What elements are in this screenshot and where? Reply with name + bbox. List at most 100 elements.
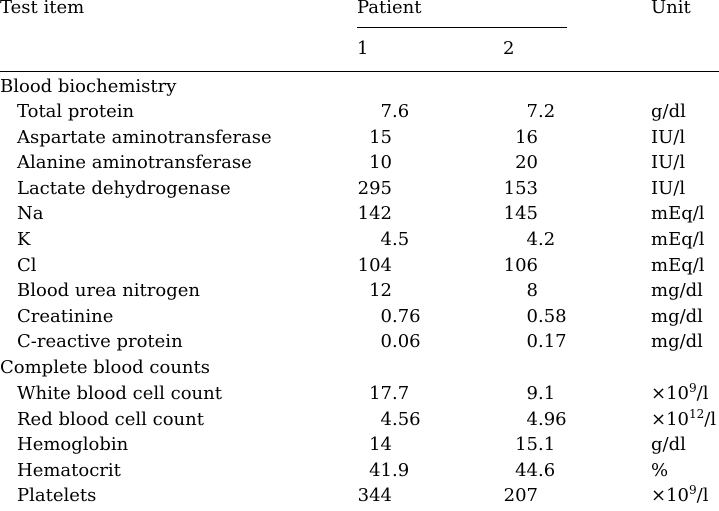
table-row-patient-1-int: 7 [380, 101, 392, 122]
table-row-patient-1: 4.5 [0, 229, 719, 251]
table-row-patient-1-int: 4 [380, 229, 392, 250]
table-row-patient-2: 4.2 [0, 229, 719, 251]
unit-suffix: /l [696, 485, 709, 506]
table-row-unit: g/dl [651, 101, 686, 122]
table-row-patient-2-int: 15 [515, 434, 538, 455]
table-row-patient-2-int: 0 [526, 331, 538, 352]
table-row-patient-1: 12 [0, 280, 719, 302]
table-row-unit: IU/l [651, 127, 686, 148]
table-row-patient-2-frac: .2 [538, 101, 556, 122]
table-row-patient-1: 344 [0, 485, 719, 507]
table-row-patient-1: 7.6 [0, 101, 719, 123]
table-row-patient-1: 0.76 [0, 306, 719, 328]
table-row-patient-2-int: 4 [526, 409, 538, 430]
table-row-patient-1-frac: .76 [392, 306, 421, 327]
table-row-patient-2: 20 [0, 152, 719, 174]
header-patient-2: 2 [503, 38, 515, 59]
unit-prefix: ×10 [651, 485, 689, 506]
section-title-blood-counts: Complete blood counts [0, 357, 210, 378]
table-row-patient-2-frac: .1 [538, 383, 556, 404]
table-row-item: Lactate dehydrogenase [17, 178, 231, 199]
unit-prefix: ×10 [651, 409, 689, 430]
table-row-patient-1: 14 [0, 434, 719, 456]
table-row-unit: % [651, 460, 669, 481]
table-row-item: Na [17, 203, 44, 224]
table-row-item: C-reactive protein [17, 331, 183, 352]
table-row-patient-1-frac: .5 [392, 229, 410, 250]
table-row-patient-1: 15 [0, 127, 719, 149]
table-row-item: Creatinine [17, 306, 114, 327]
table-row-item: Alanine aminotransferase [17, 152, 252, 173]
table-row-patient-1-int: 17 [369, 383, 392, 404]
table-row-unit: ×109/l [651, 381, 708, 405]
table-row-item: White blood cell count [17, 383, 222, 404]
table-row-patient-2-int: 20 [515, 152, 538, 173]
table-row-patient-2: 44.6 [0, 460, 719, 482]
table-row-item: Platelets [17, 485, 97, 506]
table-row-unit: mEq/l [651, 255, 705, 276]
table-row-patient-1-frac: .9 [392, 460, 410, 481]
unit-suffix: /l [704, 409, 717, 430]
table-row-unit: ×109/l [651, 484, 709, 507]
table-row-patient-2-int: 7 [526, 101, 538, 122]
table-row-patient-1-int: 4 [380, 409, 392, 430]
table-row-patient-1-int: 142 [357, 203, 392, 224]
table-row-patient-2-int: 4 [526, 229, 538, 250]
table-row-patient-1: 104 [0, 255, 719, 277]
table-row-patient-2: 153 [0, 178, 719, 200]
table-row-patient-2: 106 [0, 255, 719, 277]
table-row-unit: mg/dl [651, 331, 703, 352]
table-row-patient-1: 41.9 [0, 460, 719, 482]
table-row-item: Cl [17, 255, 37, 276]
table-row-patient-1: 10 [0, 152, 719, 174]
table-row-item: Blood urea nitrogen [17, 280, 200, 301]
table-row-patient-1: 0.06 [0, 331, 719, 353]
table-row-patient-2: 7.2 [0, 101, 719, 123]
table-row-patient-2: 8 [0, 280, 719, 302]
table-row-patient-2-frac: .2 [538, 229, 556, 250]
table-row-unit: IU/l [651, 152, 686, 173]
unit-exponent: 12 [689, 407, 705, 421]
table-row-unit: IU/l [651, 178, 686, 199]
table-row-patient-1-int: 104 [357, 255, 392, 276]
table-row-patient-2-frac: .1 [538, 434, 556, 455]
table-row-patient-2-int: 16 [515, 127, 538, 148]
table-row-patient-1-int: 295 [357, 178, 392, 199]
table-row-patient-1-int: 12 [369, 280, 392, 301]
table-row-item: Red blood cell count [17, 409, 204, 430]
table-row-patient-2-int: 153 [503, 178, 538, 199]
table-row-patient-1-int: 10 [369, 152, 392, 173]
table-row-unit: mEq/l [651, 203, 705, 224]
table-row-patient-2: 145 [0, 203, 719, 225]
table-row-patient-2-int: 207 [503, 485, 538, 506]
table-row-patient-2: 0.58 [0, 306, 719, 328]
table-row-patient-1-frac: .6 [392, 101, 410, 122]
table-row-patient-2: 0.17 [0, 331, 719, 353]
table-row-patient-1-int: 14 [369, 434, 392, 455]
table-row-patient-2-frac: .17 [538, 331, 567, 352]
table-row-patient-1-int: 0 [380, 331, 392, 352]
table-row-patient-2: 4.96 [0, 409, 719, 431]
table-row-unit: mEq/l [651, 229, 705, 250]
unit-prefix: ×10 [651, 383, 689, 404]
table-row-patient-1-frac: .56 [392, 409, 421, 430]
table-row-patient-2-int: 106 [503, 255, 538, 276]
table-row-patient-1-frac: .7 [392, 383, 410, 404]
header-unit: Unit [651, 0, 691, 18]
table-row-item: K [17, 229, 31, 250]
table-row-patient-1-frac: .06 [392, 331, 421, 352]
header-bottom-rule [0, 71, 719, 72]
table-row-unit: mg/dl [651, 280, 703, 301]
table-row-patient-1: 295 [0, 178, 719, 200]
table-row-item: Total protein [17, 101, 135, 122]
table-row-item: Hematocrit [17, 460, 121, 481]
table-row-patient-2-int: 145 [503, 203, 538, 224]
table-row-patient-2-frac: .96 [538, 409, 567, 430]
table-row-patient-2-int: 0 [526, 306, 538, 327]
table-row-unit: g/dl [651, 434, 686, 455]
table-row-patient-2-frac: .6 [538, 460, 556, 481]
unit-exponent: 9 [689, 381, 697, 395]
table-row-unit: mg/dl [651, 306, 703, 327]
table-row-patient-1-int: 344 [357, 485, 392, 506]
table-row-patient-2: 9.1 [0, 383, 719, 405]
